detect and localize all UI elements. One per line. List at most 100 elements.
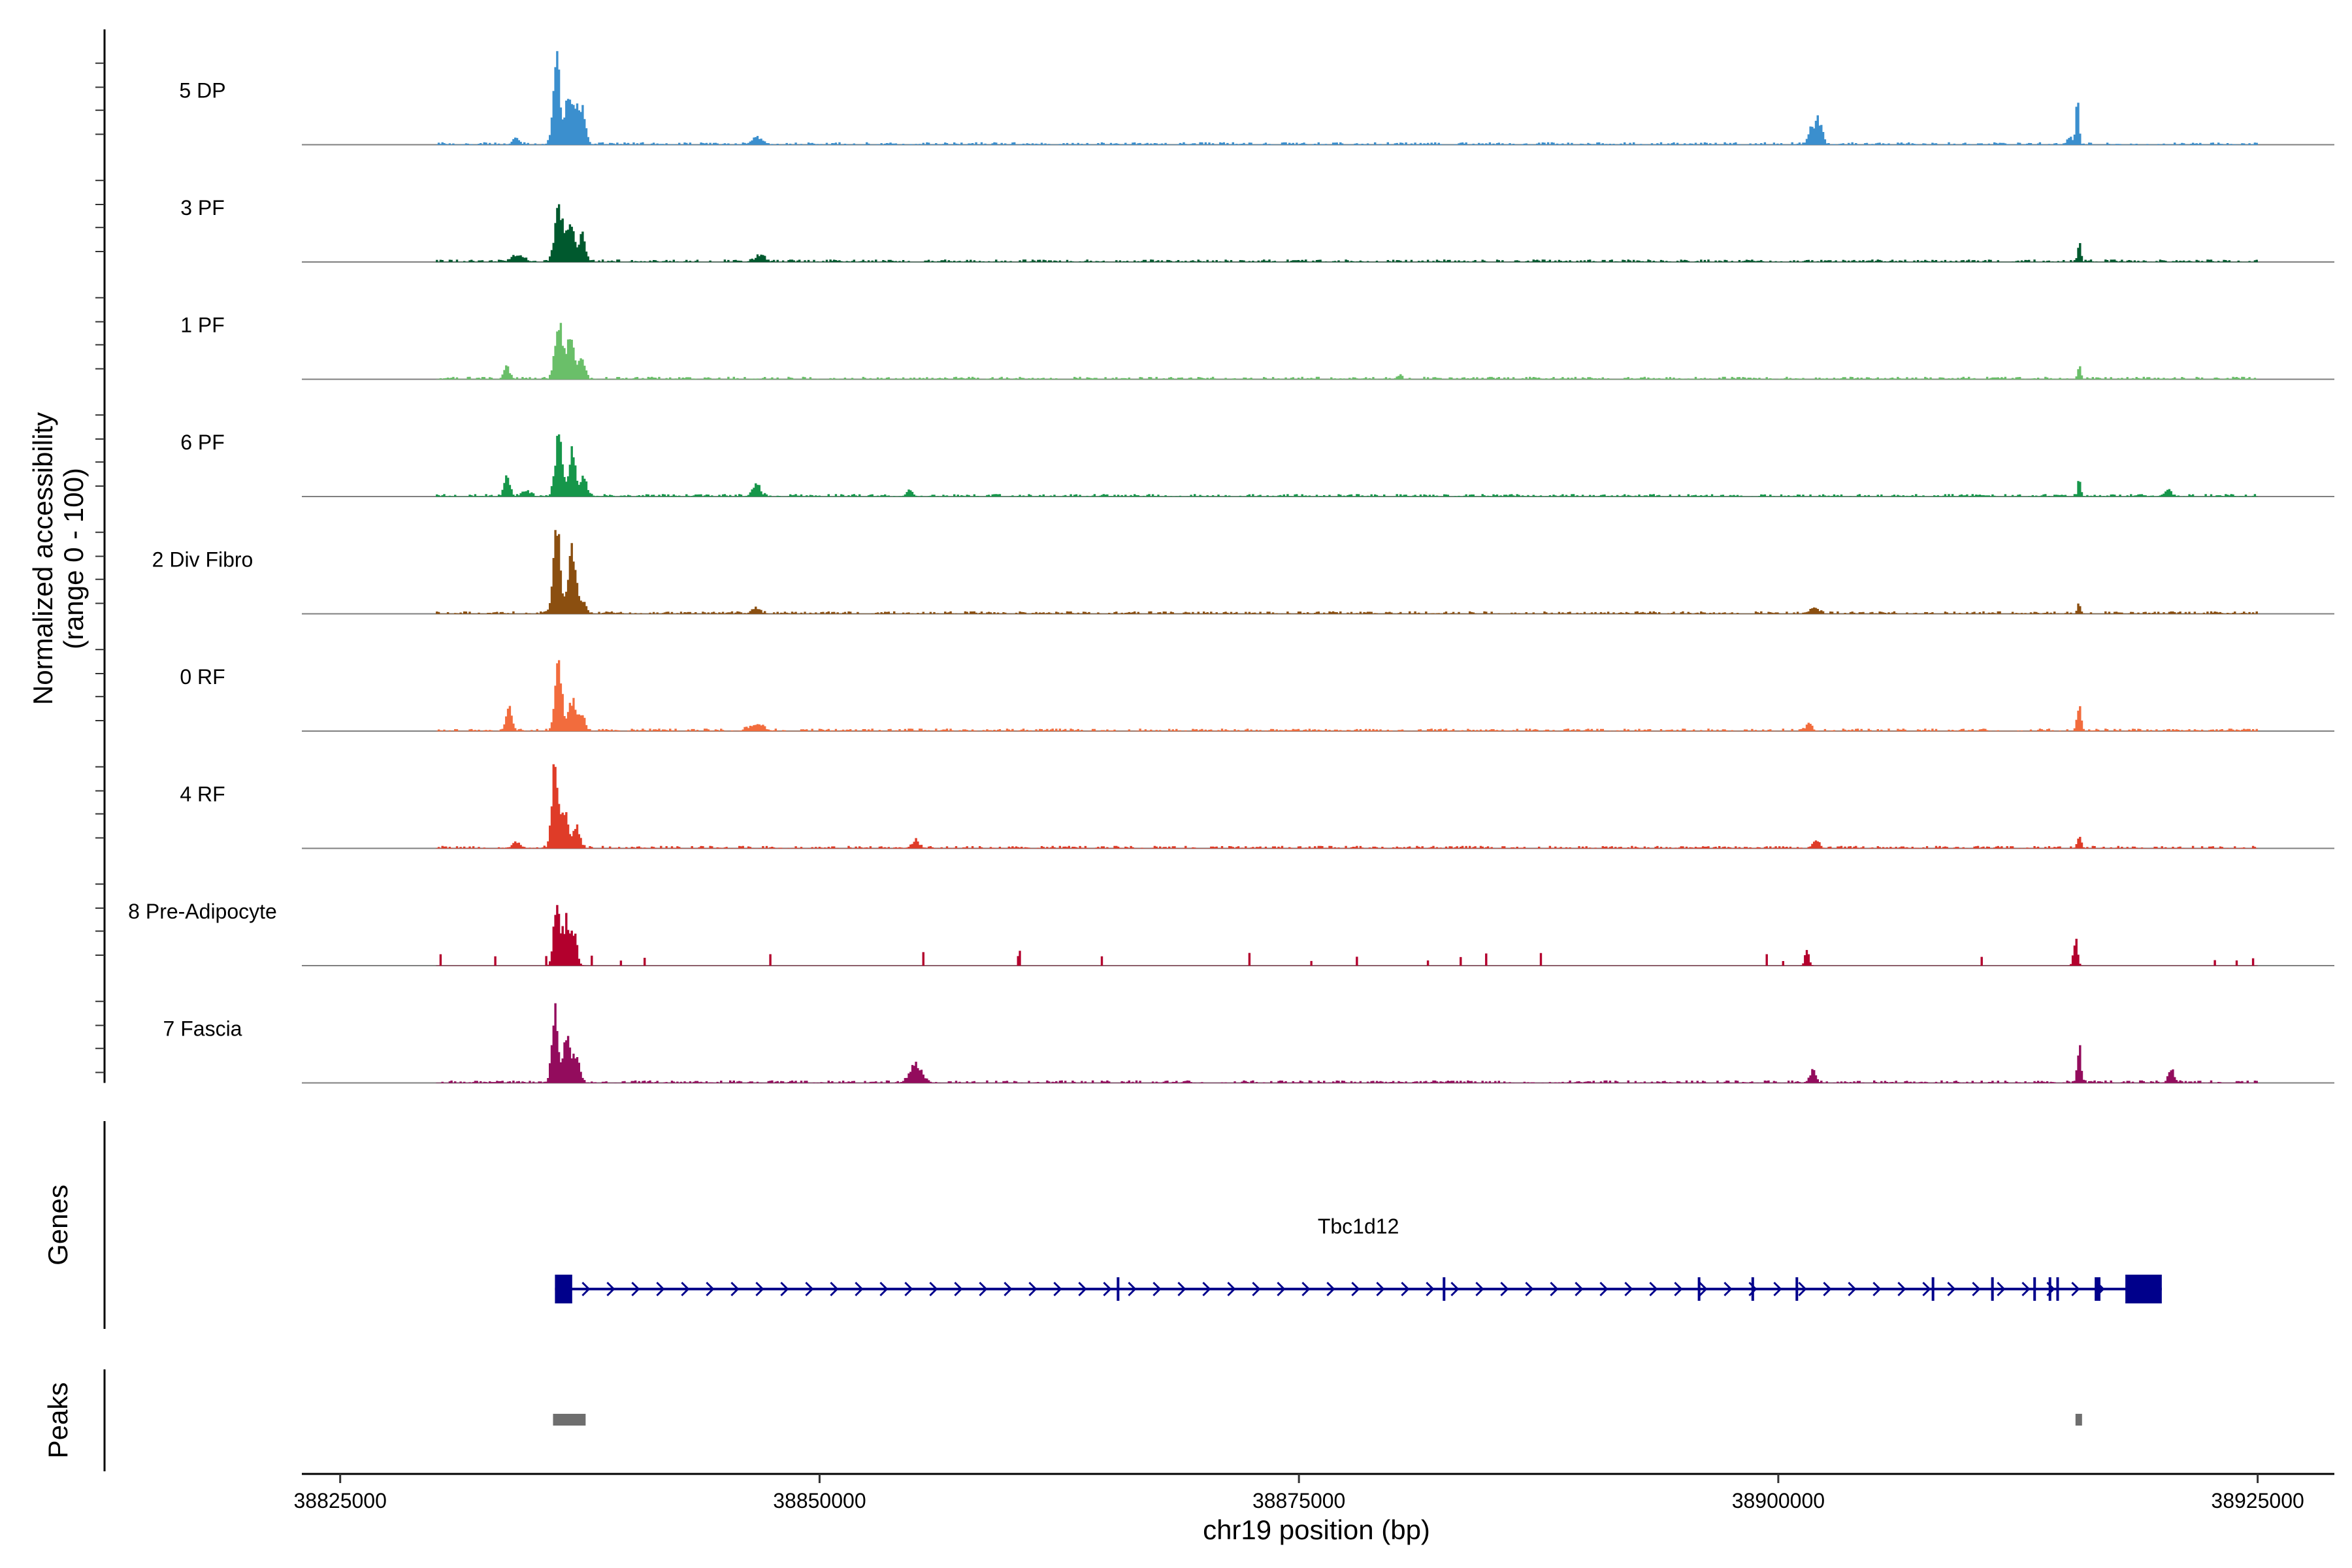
gene-exon [2056,1277,2059,1301]
coverage-area [436,434,2258,497]
strand-chevron [2021,1281,2031,1297]
x-axis-title: chr19 position (bp) [1203,1514,1430,1545]
strand-chevron [954,1281,963,1297]
strand-chevron [1450,1281,1460,1297]
strand-chevron [1004,1281,1013,1297]
strand-chevron [656,1281,665,1297]
strand-chevron [1773,1281,1782,1297]
strand-chevron [805,1281,814,1297]
gene-exon [1117,1277,1120,1301]
peak-region [2075,1414,2082,1426]
strand-chevron [1997,1281,2006,1297]
strand-chevron [1723,1281,1733,1297]
strand-chevron [1152,1281,1162,1297]
strand-chevron [879,1281,889,1297]
strand-chevron [1426,1281,1435,1297]
strand-chevron [1575,1281,1584,1297]
track-label: 8 Pre-Adipocyte [128,900,277,923]
track-label: 3 PF [180,196,225,220]
y-axis-title-line1: Normalized accessibility [27,412,58,705]
gene-exon [1697,1277,1701,1301]
strand-chevron [1599,1281,1609,1297]
strand-chevron [780,1281,789,1297]
strand-chevron [1202,1281,1211,1297]
gene-exon [1751,1277,1754,1301]
strand-chevron [2071,1281,2080,1297]
gene-exon [2048,1277,2051,1301]
track-label: 7 Fascia [163,1017,242,1041]
gene-exon [2033,1277,2036,1301]
strand-chevron [1277,1281,1286,1297]
strand-chevron [1078,1281,1087,1297]
strand-chevron [1823,1281,1832,1297]
strand-chevron [1649,1281,1658,1297]
track-label: 6 PF [180,431,225,454]
coverage-area [436,1003,2258,1083]
strand-chevron [1227,1281,1236,1297]
strand-chevron [706,1281,715,1297]
strand-chevron [1922,1281,1931,1297]
strand-chevron [1475,1281,1484,1297]
strand-chevron [1674,1281,1683,1297]
strand-chevron [1177,1281,1186,1297]
strand-chevron [1897,1281,1906,1297]
strand-chevron [1301,1281,1311,1297]
track-label: 1 PF [180,314,225,337]
strand-chevron [1972,1281,1981,1297]
coverage-tracks: 5 DP 3 PF 1 PF 6 PF 2 Div Fibro 0 RF 4 RF 8 Pre… [128,51,2334,1084]
peaks-panel-title: Peaks [42,1382,73,1459]
strand-chevron [1326,1281,1335,1297]
gene-exon [555,1275,572,1303]
strand-chevron [1252,1281,1261,1297]
strand-chevron [1624,1281,1633,1297]
gene-exon [1795,1277,1799,1301]
strand-chevron [755,1281,764,1297]
track-label: 4 RF [180,783,225,806]
strand-chevron [730,1281,740,1297]
strand-chevron [1550,1281,1559,1297]
strand-chevron [1103,1281,1112,1297]
coverage-area [436,51,2258,145]
gene-model [555,1275,2162,1303]
strand-chevron [1848,1281,1857,1297]
gene-exon [1443,1277,1446,1301]
strand-chevron [581,1281,591,1297]
strand-chevron [1128,1281,1137,1297]
strand-chevron [1401,1281,1410,1297]
strand-chevron [606,1281,615,1297]
strand-chevron [1798,1281,1807,1297]
strand-chevron [631,1281,640,1297]
strand-chevron [1351,1281,1360,1297]
strand-chevron [1376,1281,1385,1297]
strand-chevron [929,1281,938,1297]
track-label: 5 DP [179,79,225,103]
strand-chevron [855,1281,864,1297]
strand-chevron [1872,1281,1882,1297]
strand-chevron [979,1281,988,1297]
strand-chevron [1500,1281,1509,1297]
x-tick-label: 38900000 [1732,1489,1825,1512]
y-axis-title-line2: (range 0 - 100) [58,468,89,649]
genes-panel-title: Genes [42,1184,73,1266]
x-tick-label: 38925000 [2211,1489,2304,1512]
coverage-area [436,204,2258,263]
strand-chevron [904,1281,913,1297]
strand-chevron [1748,1281,1757,1297]
coverage-area [436,530,2258,614]
gene-exon [2125,1275,2162,1303]
strand-chevron [681,1281,690,1297]
gene-label: Tbc1d12 [1318,1215,1399,1238]
tracks-y-axis [95,29,106,1083]
gene-exon [2095,1277,2100,1301]
gene-exon [1991,1277,1994,1301]
coverage-area [436,764,2258,849]
peak-region [553,1414,586,1426]
x-tick-label: 38875000 [1252,1489,1345,1512]
strand-chevron [1699,1281,1708,1297]
strand-chevron [1053,1281,1062,1297]
coverage-area [436,323,2258,380]
peak-regions [553,1414,2082,1426]
strand-chevron [1525,1281,1534,1297]
strand-chevron [830,1281,839,1297]
